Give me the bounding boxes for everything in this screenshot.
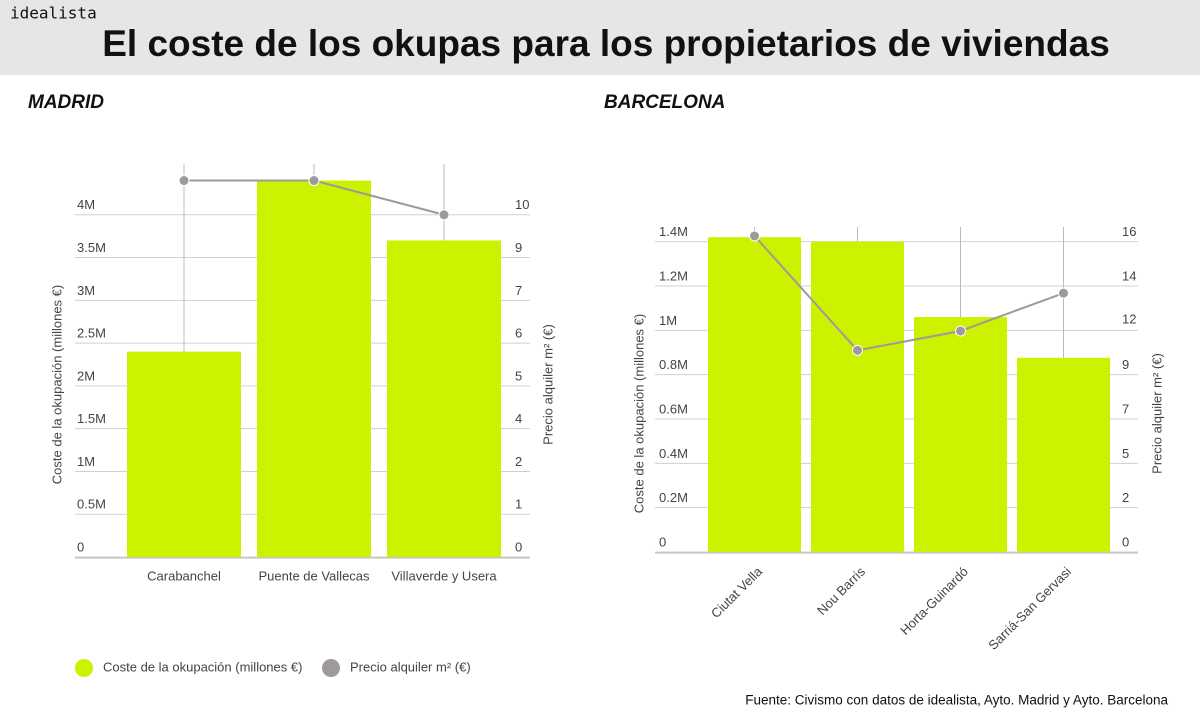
bar [811, 241, 904, 553]
y2-tick-label: 2 [515, 454, 522, 469]
price-line [753, 235, 1064, 352]
y2-tick-label: 9 [515, 240, 522, 255]
x-tick-label: Sarriá-San Gervasi [985, 564, 1074, 653]
y2-tick-label: 7 [515, 283, 522, 298]
y2-tick-label: 5 [1122, 446, 1129, 461]
y-tick-label: 4M [77, 197, 95, 212]
x-tick-label: Horta-Guinardó [897, 564, 971, 638]
y2-tick-label: 16 [1122, 224, 1136, 239]
legend-label: Precio alquiler m² (€) [350, 659, 471, 674]
y2-tick-label: 10 [515, 197, 529, 212]
x-tick-label: Ciutat Vella [708, 563, 766, 621]
price-point [308, 175, 320, 187]
chart-title: BARCELONA [604, 92, 725, 113]
y2-tick-label: 9 [1122, 357, 1129, 372]
y-tick-label: 2M [77, 368, 95, 383]
y-tick-label: 0.6M [659, 401, 688, 416]
header-band [0, 0, 1200, 75]
y-tick-label: 3M [77, 283, 95, 298]
bar [387, 240, 501, 557]
x-tick-label: Nou Barris [814, 564, 868, 618]
y2-tick-label: 5 [515, 368, 522, 383]
legend-swatch [75, 659, 93, 677]
x-tick-label: Villaverde y Usera [391, 568, 497, 583]
price-point [749, 230, 760, 242]
price-point [955, 325, 966, 337]
y-tick-label: 2.5M [77, 326, 106, 341]
y2-tick-label: 7 [1122, 401, 1129, 416]
y2-tick-label: 0 [515, 539, 522, 554]
y-tick-label: 0.8M [659, 357, 688, 372]
price-point [438, 209, 450, 221]
y2-tick-label: 1 [515, 497, 522, 512]
y-tick-label: 1M [659, 313, 677, 328]
main-title: El coste de los okupas para los propieta… [102, 23, 1110, 64]
y-tick-label: 0.5M [77, 497, 106, 512]
y-tick-label: 0 [77, 539, 84, 554]
y-tick-label: 0.2M [659, 490, 688, 505]
brand: idealista [10, 4, 97, 23]
bar [708, 237, 801, 552]
y-tick-label: 0 [659, 534, 666, 549]
y-axis-title: Coste de la okupación (millones €) [49, 285, 64, 484]
legend-label: Coste de la okupación (millones €) [103, 659, 302, 674]
source: Fuente: Civismo con datos de idealista, … [745, 693, 1168, 708]
y2-tick-label: 6 [515, 326, 522, 341]
x-tick-label: Carabanchel [147, 568, 221, 583]
bar [257, 180, 371, 558]
y2-tick-label: 4 [515, 411, 522, 426]
y-tick-label: 3.5M [77, 240, 106, 255]
price-point [852, 344, 863, 356]
y-tick-label: 1M [77, 454, 95, 469]
y2-axis-title: Precio alquiler m² (€) [540, 324, 555, 445]
y2-tick-label: 0 [1122, 534, 1129, 549]
y-tick-label: 1.4M [659, 224, 688, 239]
y2-tick-label: 12 [1122, 311, 1136, 326]
y2-axis-title: Precio alquiler m² (€) [1149, 353, 1164, 474]
y-tick-label: 1.2M [659, 268, 688, 283]
price-point [178, 175, 190, 187]
chart-title: MADRID [28, 92, 104, 113]
bar [914, 317, 1007, 552]
bar [1017, 357, 1110, 552]
y-tick-label: 1.5M [77, 411, 106, 426]
bar [127, 351, 241, 557]
legend-swatch [322, 659, 340, 677]
x-tick-label: Puente de Vallecas [258, 568, 370, 583]
y2-tick-label: 14 [1122, 269, 1136, 284]
y2-tick-label: 2 [1122, 490, 1129, 505]
price-point [1058, 287, 1069, 299]
y-tick-label: 0.4M [659, 446, 688, 461]
y-axis-title: Coste de la okupación (millones €) [631, 314, 646, 513]
